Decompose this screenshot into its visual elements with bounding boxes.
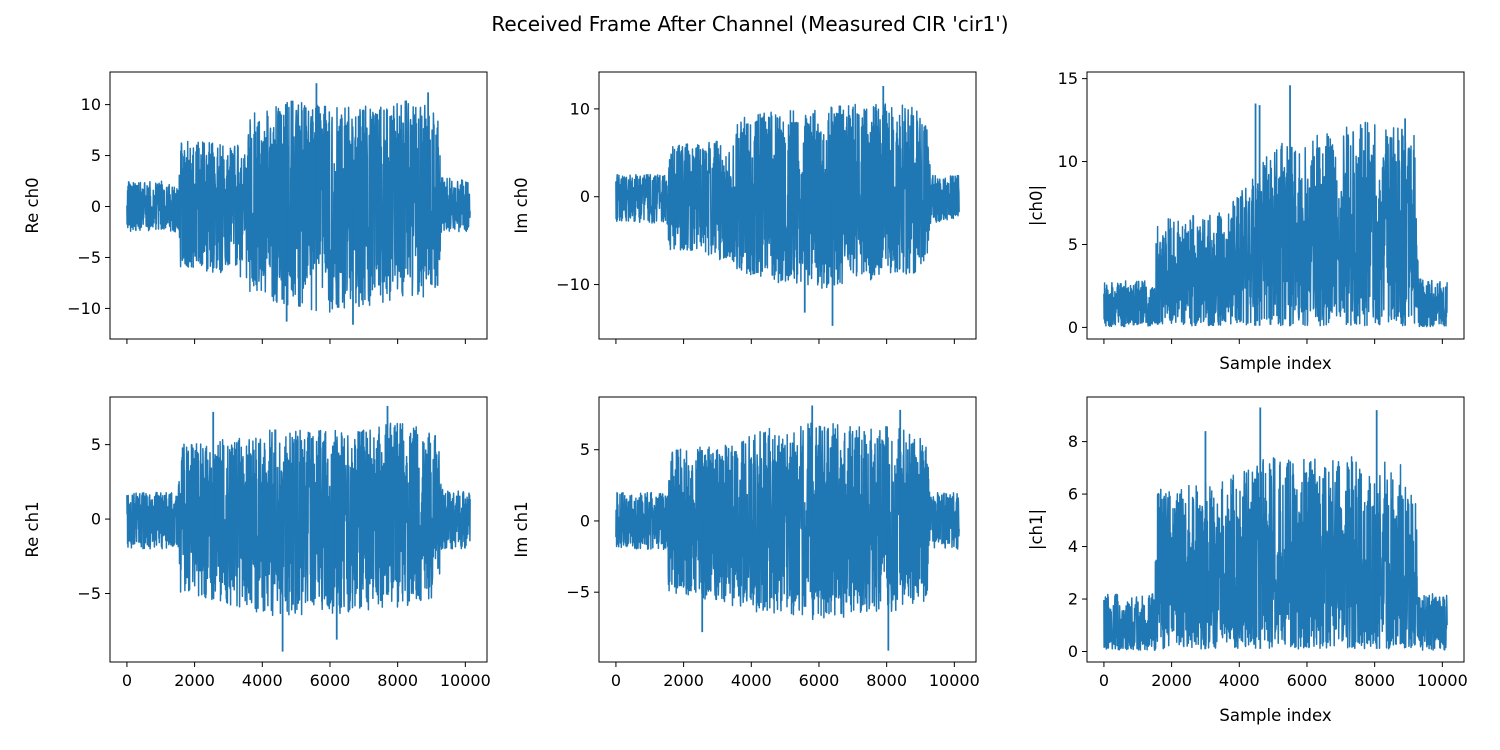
series-line [615, 103, 960, 289]
y-axis-label: |ch0| [1027, 185, 1046, 226]
y-tick-label: 10 [570, 99, 590, 118]
figure-title: Received Frame After Channel (Measured C… [491, 12, 1009, 36]
y-tick-label: 8 [1068, 432, 1078, 451]
y-tick-label: 0 [91, 510, 101, 529]
y-tick-label: 4 [1068, 537, 1078, 556]
x-tick-label: 10000 [440, 671, 491, 690]
y-tick-label: −5 [566, 583, 590, 602]
y-tick-label: 0 [580, 187, 590, 206]
plot-area-im-ch0 [615, 86, 960, 326]
y-tick-label: 0 [1068, 318, 1078, 337]
x-tick-label: 10000 [1417, 671, 1468, 690]
x-tick-label: 8000 [866, 671, 907, 690]
y-tick-label: 0 [1068, 642, 1078, 661]
x-tick-label: 4000 [731, 671, 772, 690]
x-tick-label: 0 [611, 671, 621, 690]
x-tick-label: 0 [1099, 671, 1109, 690]
axes-frame [598, 71, 977, 340]
series-line [615, 422, 960, 621]
y-tick-label: 5 [580, 440, 590, 459]
y-tick-label: −5 [77, 584, 101, 603]
x-axis-label: Sample index [1219, 706, 1331, 725]
subplot-re-ch0: −10 −5 0 5 10 Re ch0 [23, 71, 488, 344]
subplot-im-ch0: −10 0 10 Im ch0 [512, 71, 977, 344]
y-tick-label: 0 [580, 511, 590, 530]
subplot-re-ch1: −5 0 5 0 2000 4000 6000 8000 10000 Re ch1 [23, 396, 491, 690]
x-tick-label: 2000 [1151, 671, 1192, 690]
y-tick-label: 5 [91, 435, 101, 454]
x-tick-label: 10000 [929, 671, 980, 690]
plot-area-re-ch1 [126, 405, 471, 652]
y-tick-label: 5 [91, 146, 101, 165]
x-tick-label: 6000 [799, 671, 840, 690]
subplot-im-ch1: −5 0 5 0 2000 4000 6000 8000 10000 Im ch1 [512, 396, 980, 690]
axes-frame [598, 396, 977, 663]
x-tick-label: 6000 [310, 671, 351, 690]
series-line [1103, 121, 1448, 328]
y-tick-label: 10 [1058, 152, 1078, 171]
subplot-abs-ch1: 0 2 4 6 8 0 2000 4000 6000 8000 10000 |ch1| Sample i… [1027, 396, 1468, 725]
y-tick-label: 10 [81, 95, 101, 114]
y-axis-label: |ch1| [1027, 509, 1046, 550]
subplot-abs-ch0: 0 5 10 15 |ch0| Sample index [1027, 69, 1465, 373]
x-tick-label: 6000 [1287, 671, 1328, 690]
y-tick-label: 2 [1068, 590, 1078, 609]
y-tick-label: −10 [67, 299, 101, 318]
series-line [126, 100, 471, 313]
y-tick-label: 5 [1068, 235, 1078, 254]
x-tick-label: 2000 [663, 671, 704, 690]
y-tick-label: −5 [77, 248, 101, 267]
plot-area-abs-ch1 [1103, 407, 1448, 651]
x-tick-label: 2000 [174, 671, 215, 690]
x-axis-label: Sample index [1219, 354, 1331, 373]
axes-frame [1086, 71, 1465, 340]
axes-frame [1086, 396, 1465, 663]
y-tick-label: −10 [556, 275, 590, 294]
y-axis-label: Re ch1 [23, 501, 42, 557]
series-line [126, 422, 471, 617]
x-tick-label: 4000 [242, 671, 283, 690]
axes-frame [109, 396, 488, 663]
y-axis-label: Im ch1 [512, 501, 531, 557]
plot-area-abs-ch0 [1103, 85, 1448, 328]
x-tick-label: 8000 [377, 671, 418, 690]
x-tick-label: 8000 [1354, 671, 1395, 690]
x-tick-label: 0 [122, 671, 132, 690]
plot-area-im-ch1 [615, 405, 960, 651]
y-tick-label: 0 [91, 197, 101, 216]
y-tick-label: 15 [1058, 69, 1078, 88]
y-tick-label: 6 [1068, 485, 1078, 504]
y-axis-label: Re ch0 [23, 177, 42, 233]
series-line [1103, 456, 1448, 651]
x-tick-label: 4000 [1219, 671, 1260, 690]
plot-area-re-ch0 [126, 83, 471, 325]
y-axis-label: Im ch0 [512, 177, 531, 233]
axes-frame [109, 71, 488, 340]
